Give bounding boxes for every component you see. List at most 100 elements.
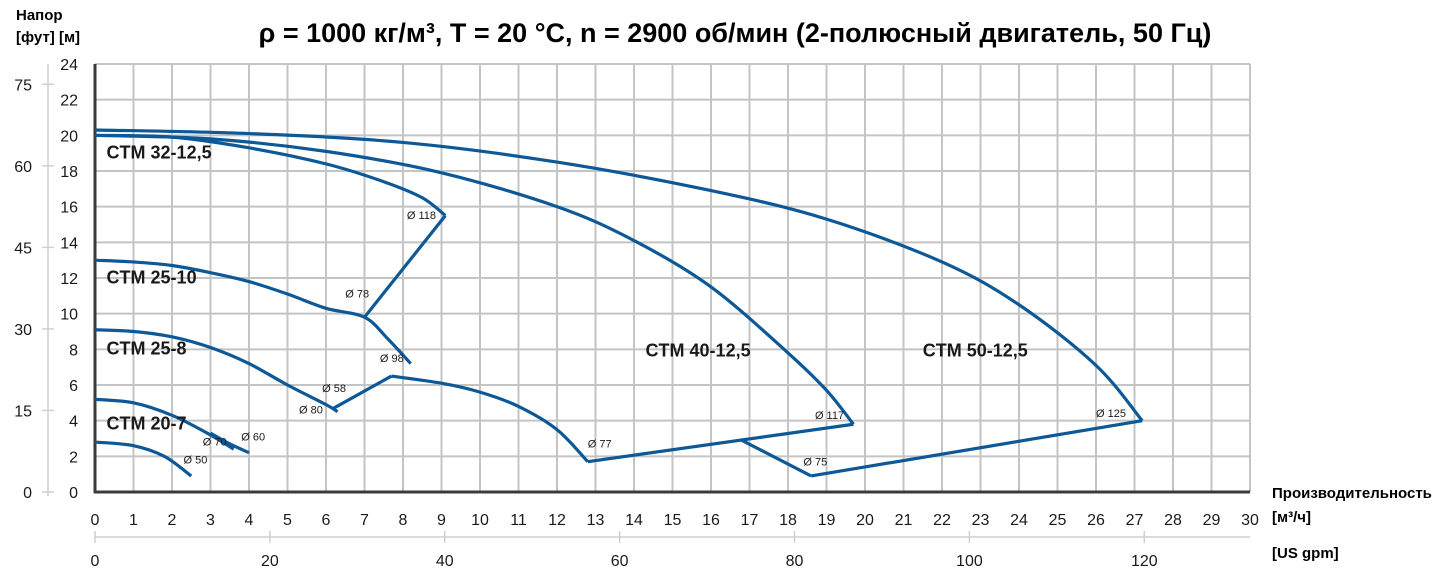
flow-tick-label: 23 [972, 512, 990, 529]
x-axis-title: Производительность [1272, 485, 1432, 502]
flow-tick-label: 27 [1126, 512, 1144, 529]
meter-tick-label: 6 [69, 378, 78, 395]
flow-tick-label: 17 [741, 512, 759, 529]
gpm-tick-label: 80 [786, 553, 804, 570]
flow-tick-label: 15 [664, 512, 682, 529]
pump-curve [94, 328, 339, 414]
flow-tick-label: 16 [702, 512, 720, 529]
flow-tick-label: 26 [1087, 512, 1105, 529]
meter-tick-label: 8 [69, 342, 78, 359]
flow-tick-label: 14 [625, 512, 643, 529]
impeller-diameter-label: Ø 80 [299, 405, 323, 417]
feet-tick-label: 75 [14, 77, 32, 94]
flow-tick-label: 24 [1010, 512, 1028, 529]
impeller-diameter-label: Ø 77 [588, 438, 612, 450]
impeller-diameter-label: Ø 50 [184, 454, 208, 466]
model-label: CTM 32-12,5 [107, 143, 212, 163]
y-axis-title: Напор [16, 7, 63, 24]
meter-tick-label: 2 [69, 449, 78, 466]
flow-tick-label: 13 [587, 512, 605, 529]
meter-tick-label: 16 [60, 200, 78, 217]
flow-tick-label: 18 [779, 512, 797, 529]
flow-tick-label: 30 [1241, 512, 1259, 529]
model-label: CTM 50-12,5 [923, 340, 1028, 360]
flow-tick-label: 7 [360, 512, 369, 529]
pump-curve [94, 128, 1144, 422]
gpm-tick-label: 120 [1131, 553, 1158, 570]
flow-tick-label: 9 [437, 512, 446, 529]
pump-curve [94, 133, 855, 426]
pump-curve [741, 438, 812, 478]
flow-tick-label: 11 [510, 512, 527, 529]
flow-tick-label: 28 [1164, 512, 1182, 529]
flow-tick-label: 3 [206, 512, 215, 529]
meter-tick-label: 14 [60, 235, 78, 252]
chart-title: ρ = 1000 кг/м³, T = 20 °C, n = 2900 об/м… [259, 18, 1212, 48]
model-label: CTM 40-12,5 [646, 340, 751, 360]
impeller-diameter-label: Ø 98 [380, 353, 404, 365]
meter-tick-label: 22 [60, 93, 78, 110]
gpm-tick-label: 100 [956, 553, 983, 570]
meter-tick-label: 4 [69, 414, 78, 431]
feet-tick-label: 60 [14, 159, 32, 176]
meter-tick-label: 24 [60, 57, 78, 74]
gpm-tick-label: 40 [436, 553, 454, 570]
pump-curve [363, 214, 447, 319]
x-axis-units: [м³/ч] [1272, 509, 1311, 526]
grid-lines [94, 63, 1251, 493]
feet-tick-label: 0 [23, 485, 32, 502]
flow-tick-label: 19 [818, 512, 836, 529]
flow-tick-label: 22 [933, 512, 951, 529]
meter-tick-label: 12 [60, 271, 78, 288]
impeller-diameter-label: Ø 117 [815, 410, 844, 422]
flow-tick-label: 1 [129, 512, 138, 529]
flow-tick-label: 12 [548, 512, 566, 529]
pump-curve [94, 397, 235, 451]
model-label: CTM 20-7 [107, 414, 187, 434]
impeller-diameter-label: Ø 70 [203, 437, 227, 449]
model-label: CTM 25-10 [107, 267, 197, 287]
feet-tick-label: 30 [14, 322, 32, 339]
flow-tick-label: 25 [1049, 512, 1067, 529]
gpm-tick-label: 60 [611, 553, 629, 570]
flow-tick-label: 10 [471, 512, 489, 529]
flow-tick-label: 2 [168, 512, 177, 529]
impeller-diameter-label: Ø 60 [241, 431, 265, 443]
y-axis-units: [фут] [м] [16, 29, 80, 46]
feet-tick-label: 45 [14, 240, 32, 257]
flow-tick-label: 8 [399, 512, 408, 529]
impeller-diameter-label: Ø 75 [803, 456, 827, 468]
pump-curve [587, 422, 854, 464]
flow-tick-label: 21 [895, 512, 913, 529]
flow-tick-label: 20 [856, 512, 874, 529]
meter-tick-label: 10 [60, 307, 78, 324]
flow-tick-label: 5 [283, 512, 292, 529]
pump-curve [332, 374, 393, 410]
flow-tick-label: 29 [1203, 512, 1221, 529]
flow-tick-label: 6 [322, 512, 331, 529]
impeller-diameter-label: Ø 125 [1096, 408, 1126, 420]
gpm-tick-label: 20 [261, 553, 279, 570]
pump-curve [94, 440, 193, 478]
meter-tick-label: 18 [60, 164, 78, 181]
pump-curve [391, 374, 589, 463]
flow-tick-label: 0 [91, 512, 100, 529]
pump-curves [94, 128, 1144, 478]
pump-curve [810, 419, 1143, 478]
flow-tick-label: 4 [245, 512, 254, 529]
x2-axis-units: [US gpm] [1272, 545, 1339, 562]
gpm-tick-label: 0 [91, 553, 100, 570]
pump-curve [94, 258, 412, 365]
curve-labels: CTM 32-12,5 CTM 25-10 CTM 25-8 CTM 20-7 CTM … [107, 143, 1126, 469]
meter-tick-label: 0 [69, 485, 78, 502]
model-label: CTM 25-8 [107, 339, 187, 359]
impeller-diameter-label: Ø 78 [345, 289, 369, 301]
impeller-diameter-label: Ø 58 [322, 383, 346, 395]
axes [42, 64, 1250, 543]
impeller-diameter-label: Ø 118 [407, 210, 436, 222]
feet-tick-label: 15 [14, 403, 32, 420]
pump-curve [209, 431, 250, 455]
meter-tick-label: 20 [60, 128, 78, 145]
